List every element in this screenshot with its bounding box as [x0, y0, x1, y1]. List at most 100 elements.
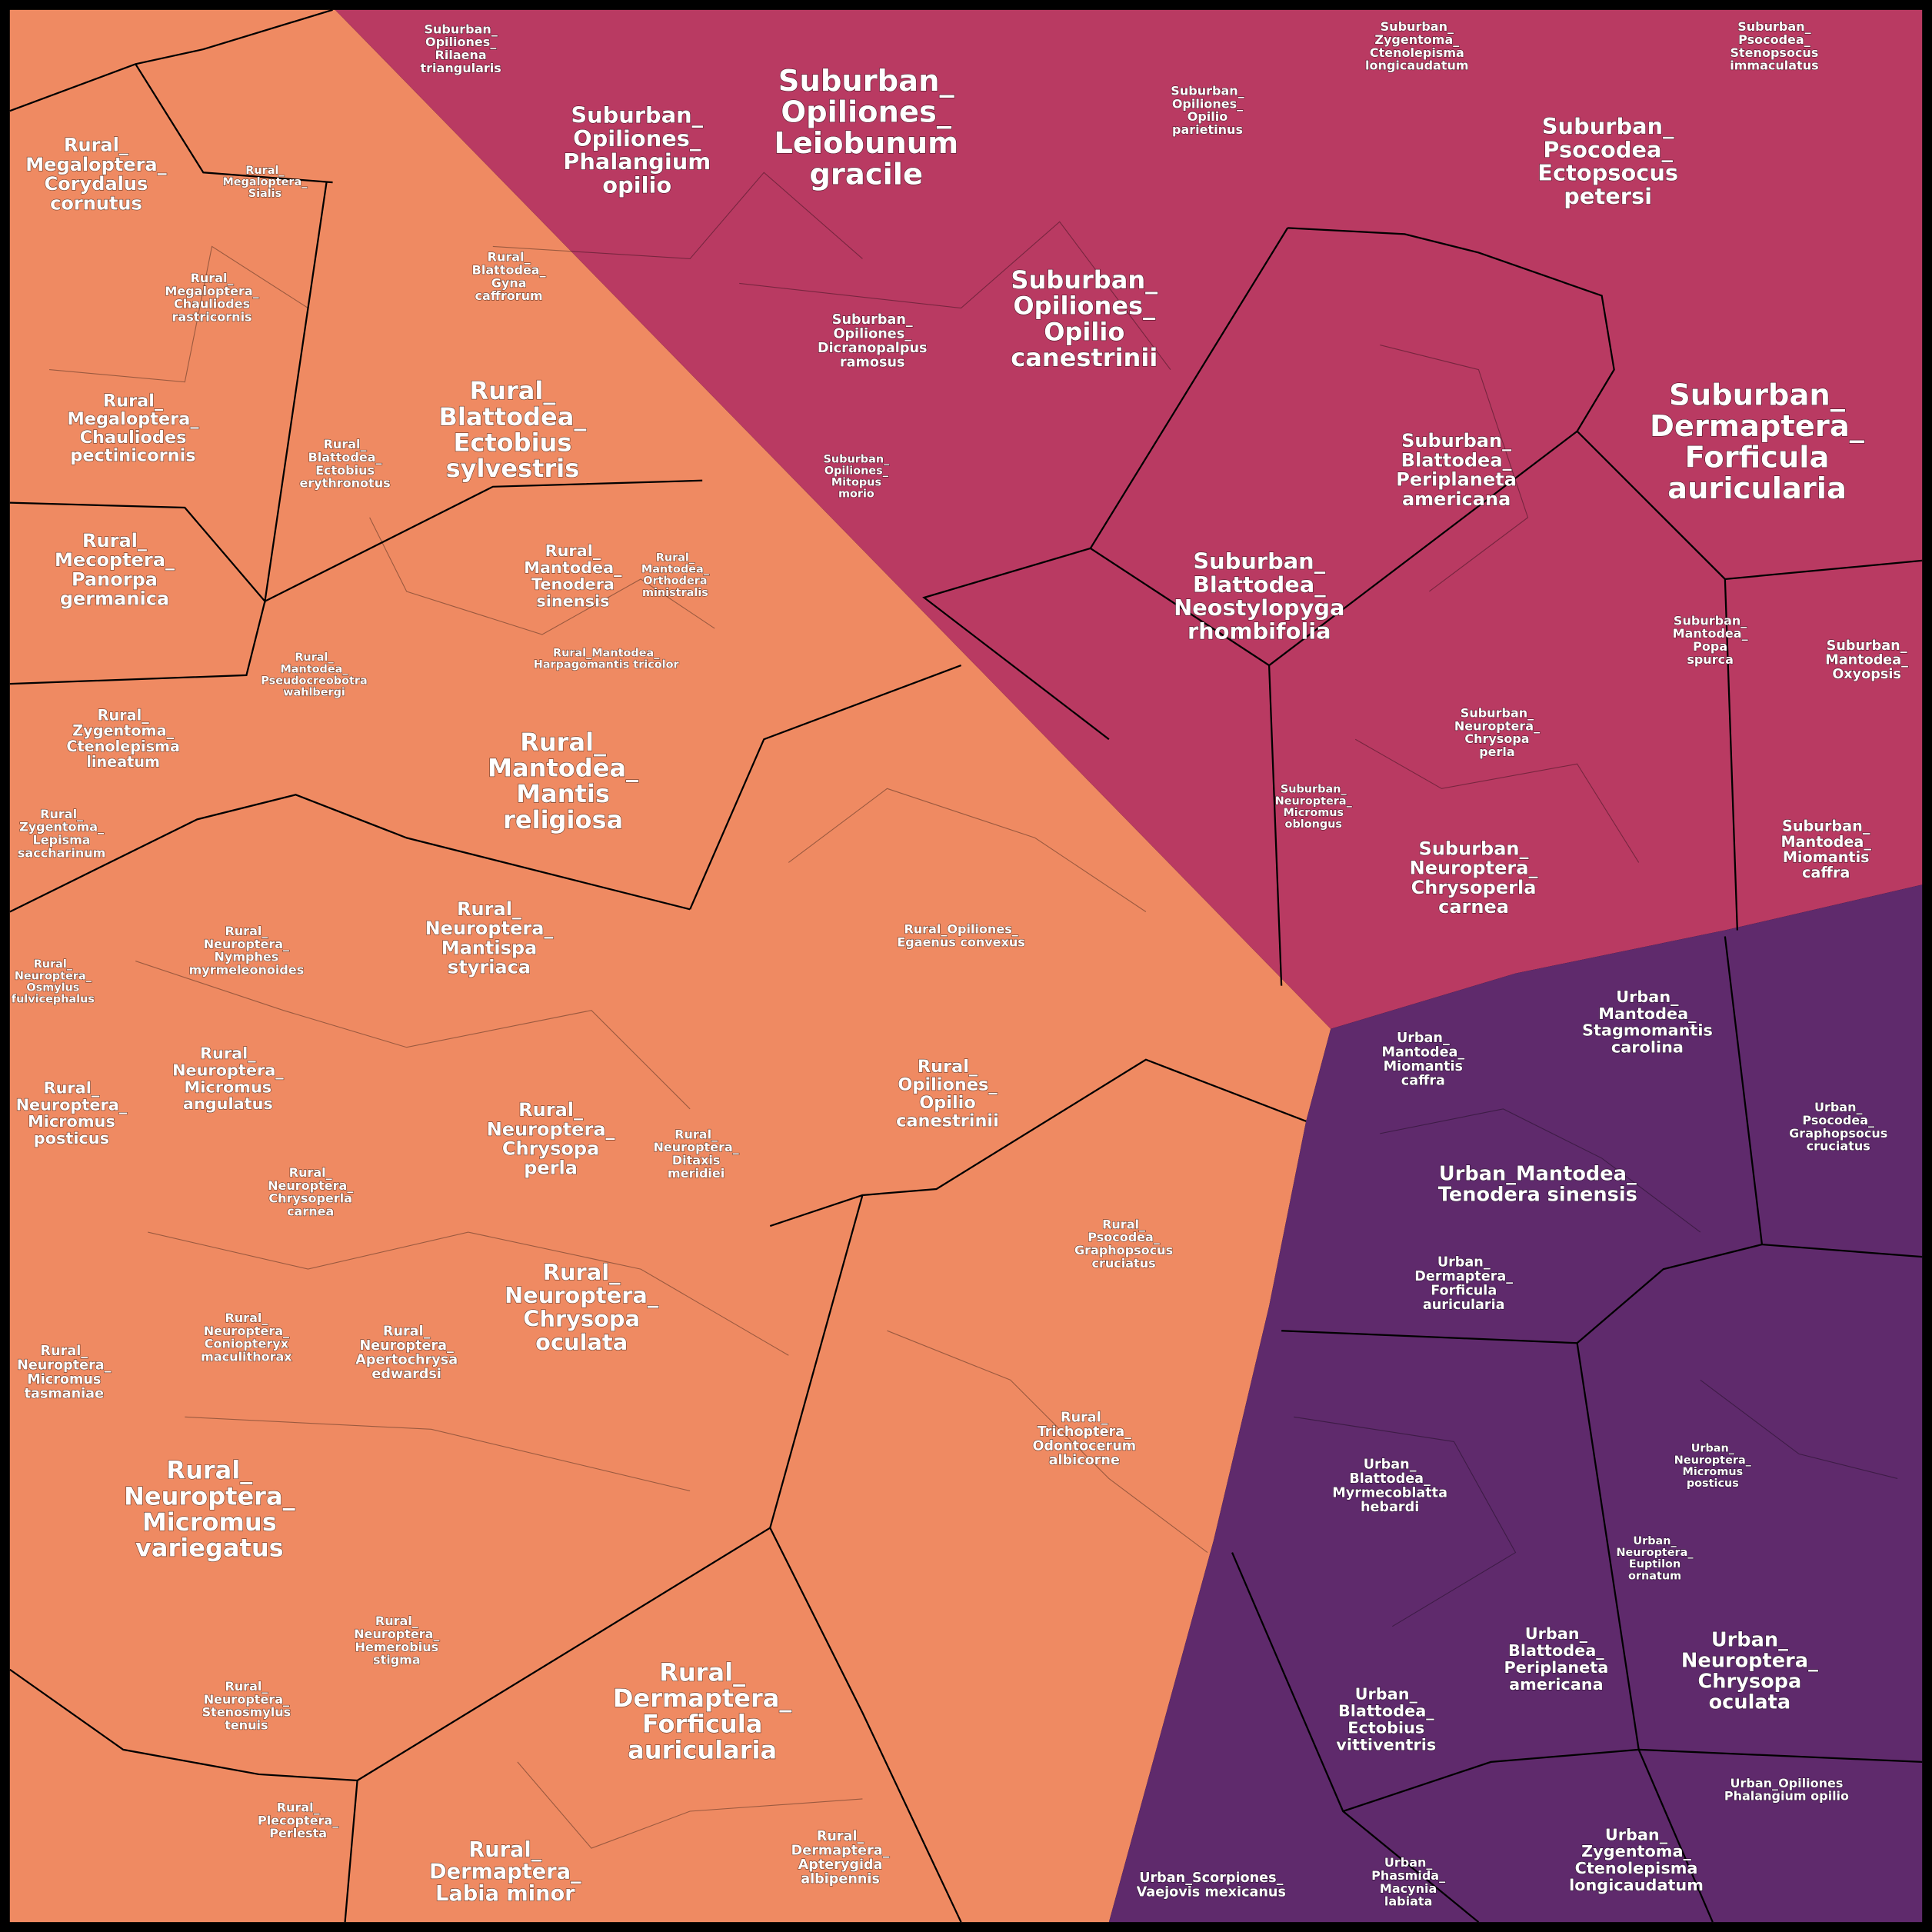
cell-label: Graphopsocus [1074, 1243, 1173, 1257]
cell-label: Neuroptera_ [1275, 795, 1353, 808]
cell-label: Chrysoperla [268, 1191, 352, 1206]
cell-label: Urban_ [1616, 988, 1679, 1006]
cell-label: erythronotus [299, 476, 390, 491]
cell-label: Rural_ [225, 1679, 268, 1694]
cell-label: Panorpa [72, 568, 158, 590]
cell-label: Dermaptera_ [1414, 1269, 1513, 1284]
cell-label: Leiobunum [774, 126, 958, 161]
cell-label: Stenopsocus [1730, 45, 1818, 60]
cell-label: Opiliones_ [1013, 291, 1156, 321]
cell-label: Ctenolepisma [1575, 1859, 1698, 1877]
cell-label: Opiliones_ [1172, 96, 1244, 111]
cell-label: Suburban_ [1171, 83, 1244, 98]
cell-label: Blattodea_ [1508, 1641, 1604, 1660]
cell-label: Blattodea_ [472, 263, 547, 278]
cell-label: Blattodea_ [1349, 1471, 1431, 1487]
cell-label: Stenosmylus [202, 1705, 291, 1720]
cell-label: Opiliones_ [573, 125, 701, 152]
cell-label: meridiei [668, 1166, 724, 1181]
cell-label: Rural_ [200, 1044, 256, 1063]
cell-label: Mantodea_ [1673, 626, 1749, 641]
cell-label: Apterygida [798, 1857, 883, 1873]
cell-label: americana [1509, 1675, 1604, 1694]
cell-label: Rural_ [375, 1614, 419, 1628]
cell-label: Rural_ [545, 541, 601, 560]
cell-label: petersi [1564, 183, 1652, 209]
cell-label: caffra [1802, 864, 1850, 881]
cell-label: rhombifolia [1188, 618, 1331, 644]
cell-label: Rural_ [470, 376, 557, 405]
cell-label: Rural_ [383, 1324, 431, 1339]
cell-label: Neuroptera_ [1410, 858, 1539, 879]
cell-label: sylvestris [446, 454, 580, 483]
cell-label: Rural_ [520, 728, 607, 757]
cell-label: Gyna [491, 275, 527, 290]
cell-label: Neuroptera_ [15, 970, 92, 982]
cell-label: pectinicornis [70, 445, 195, 465]
cell-label: Mantodea_ [1780, 833, 1871, 851]
cell-label: Suburban_ [1281, 784, 1347, 796]
cell-label: Mantodea_ [280, 663, 348, 675]
cell-label: Mecoptera_ [55, 549, 175, 571]
cell-label: myrmeleonoides [189, 963, 305, 978]
cell-label: Rural_ [659, 1657, 746, 1687]
cell-label: Chrysopa [502, 1138, 599, 1160]
cell-label: Suburban_ [1419, 838, 1530, 859]
cell-label: Megaloptera_ [222, 176, 308, 188]
cell-label: religiosa [503, 805, 623, 834]
cell-label: Urban_Scorpiones_ [1139, 1870, 1283, 1886]
cell-label: Rural_ [457, 898, 522, 920]
cell-label: Chrysoperla [1411, 877, 1537, 898]
cell-label: longicaudatum [1365, 58, 1469, 73]
cell-label: Euptilon [1629, 1558, 1681, 1571]
cell-label: Rural_ [468, 1838, 541, 1862]
cell-label: spurca [1687, 652, 1734, 667]
cell-label: Osmylus [26, 981, 79, 994]
cell-label: Suburban_ [424, 22, 498, 36]
cell-label: Rural_ [225, 1311, 268, 1325]
cell-label: auricularia [628, 1735, 777, 1764]
cell-label: Coniopteryx [205, 1337, 289, 1351]
cell-label: Psocodea_ [1802, 1113, 1875, 1128]
cell-label: Tenodera sinensis [1438, 1184, 1637, 1207]
cell-label: Suburban_ [1011, 265, 1158, 295]
cell-label: Rural_ [34, 958, 73, 971]
cell-label: Neuroptera_ [204, 1324, 290, 1338]
cell-label: canestrinii [896, 1111, 999, 1131]
cell-label: longicaudatum [1569, 1876, 1704, 1894]
cell-label: Neuroptera_ [204, 937, 290, 951]
cell-label: Forficula [1431, 1284, 1497, 1299]
cell-label: Neuroptera_ [425, 918, 555, 939]
cell-label: Stagmomantis [1582, 1021, 1713, 1040]
cell-label: Suburban_ [1674, 613, 1747, 628]
cell-label: oculata [535, 1329, 628, 1355]
cell-label: Ctenolepisma [1370, 45, 1464, 60]
cell-label: Urban_ [1605, 1825, 1668, 1844]
cell-label: Neuroptera_ [16, 1095, 128, 1114]
cell-label: Rural_ [324, 437, 368, 451]
cell-label: Neuroptera_ [17, 1357, 112, 1373]
cell-label: Harpagomantis tricolor [534, 659, 680, 671]
cell-label: Oxyopsis [1832, 667, 1901, 682]
cell-label: Opiliones_ [781, 95, 951, 130]
cell-label: albicorne [1049, 1453, 1120, 1468]
cell-label: Dermaptera_ [429, 1860, 581, 1884]
cell-label: perla [1479, 744, 1515, 759]
cell-label: vittiventris [1336, 1735, 1436, 1754]
cell-label: Rural_ [82, 530, 148, 551]
cell-label: canestrinii [1011, 343, 1158, 372]
cell-label: Ectopsocus [1537, 160, 1678, 186]
cell-label: oculata [1709, 1690, 1791, 1714]
cell-label: Neuroptera_ [172, 1061, 284, 1079]
cell-label: Dicranopalpus [818, 341, 927, 356]
cell-label: Dermaptera_ [613, 1684, 792, 1713]
cell-label: Urban_ [1437, 1255, 1491, 1271]
cell-label: Mitopus [831, 477, 881, 489]
rural-region [9, 9, 1331, 1923]
cell-label: stigma [373, 1653, 421, 1667]
cell-label: Urban_ [1633, 1535, 1677, 1547]
cell-label: ministralis [642, 587, 708, 599]
cell-label: Suburban_ [1461, 705, 1534, 720]
cell-label: Neuroptera_ [505, 1282, 659, 1308]
